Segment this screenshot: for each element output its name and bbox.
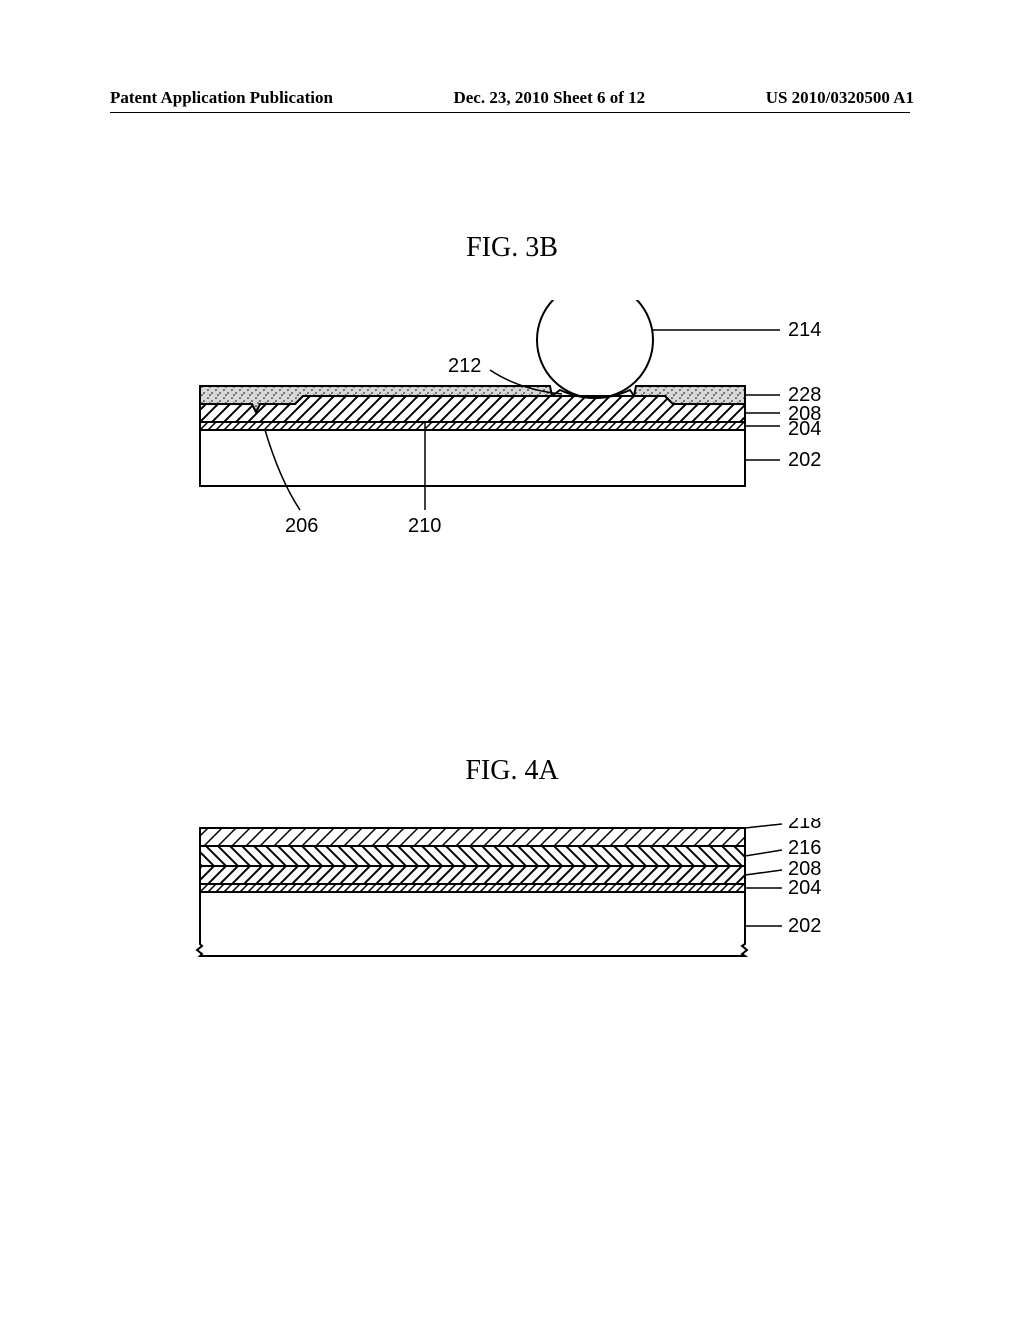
page: Patent Application Publication Dec. 23, … <box>0 0 1024 1320</box>
header-center: Dec. 23, 2010 Sheet 6 of 12 <box>453 88 645 108</box>
layer-202-4a <box>197 892 747 956</box>
leader-218-4a <box>745 824 782 828</box>
label-206: 206 <box>285 515 318 537</box>
label-202-4a: 202 <box>788 915 821 937</box>
label-202: 202 <box>788 449 821 471</box>
figure-3b-title: FIG. 3B <box>0 232 1024 264</box>
layer-204-4a <box>200 884 745 892</box>
leader-208-4a <box>745 870 782 875</box>
label-218-4a: 218 <box>788 818 821 833</box>
layer-216 <box>200 846 745 866</box>
layer-204 <box>200 422 745 430</box>
label-216-4a: 216 <box>788 837 821 859</box>
label-212: 212 <box>448 355 481 377</box>
label-204: 204 <box>788 418 821 440</box>
header-right: US 2010/0320500 A1 <box>766 88 914 108</box>
layer-208-4a <box>200 866 745 884</box>
figure-4a: 218 216 208 204 202 <box>190 818 870 1008</box>
header-left: Patent Application Publication <box>110 88 333 108</box>
label-214: 214 <box>788 319 821 341</box>
ball-214 <box>537 300 653 398</box>
figure-3b: 214 228 208 204 202 212 206 210 <box>190 300 870 580</box>
header-rule <box>110 112 910 113</box>
layer-218 <box>200 828 745 846</box>
label-204-4a: 204 <box>788 877 821 899</box>
label-210: 210 <box>408 515 441 537</box>
figure-4a-title: FIG. 4A <box>0 755 1024 787</box>
page-header: Patent Application Publication Dec. 23, … <box>0 88 1024 108</box>
leader-216-4a <box>745 850 782 856</box>
